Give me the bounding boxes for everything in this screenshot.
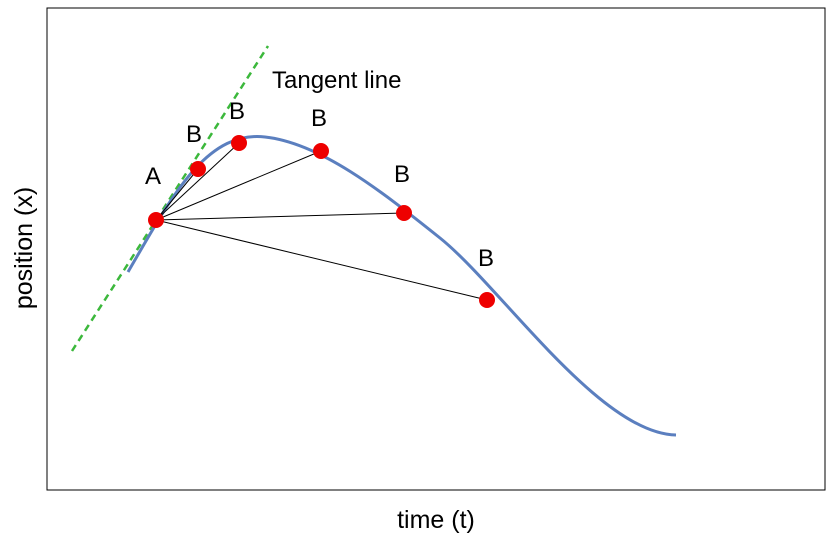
secant-line [155, 219, 488, 301]
point-a-marker [148, 212, 164, 228]
y-axis-title: position (x) [10, 187, 38, 309]
point-b-marker [396, 205, 412, 221]
point-b-marker [190, 161, 206, 177]
point-b-marker [479, 292, 495, 308]
secant-line [155, 168, 199, 221]
tangent-line-label: Tangent line [272, 67, 401, 94]
secant-line [155, 142, 240, 221]
point-b-label: B [186, 121, 202, 148]
point-b-label: B [478, 245, 494, 272]
point-a-label: A [145, 163, 161, 190]
point-b-label: B [394, 161, 410, 188]
tangent-line [70, 45, 270, 352]
x-axis-title: time (t) [397, 506, 475, 534]
point-b-label: B [229, 98, 245, 125]
point-b-marker [231, 135, 247, 151]
plot-frame [46, 7, 826, 491]
secant-line [155, 150, 322, 221]
point-b-label: B [311, 105, 327, 132]
secant-line [155, 212, 405, 221]
point-b-marker [313, 143, 329, 159]
